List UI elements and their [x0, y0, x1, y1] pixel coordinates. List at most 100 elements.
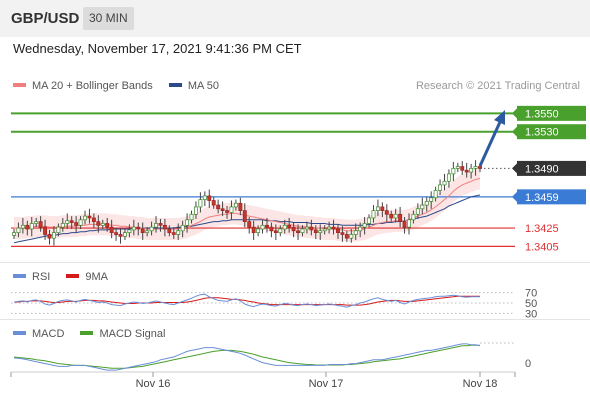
ma9-swatch	[66, 274, 80, 279]
candle-body	[123, 232, 127, 237]
candle	[233, 199, 238, 211]
candle-body	[202, 195, 207, 200]
candle-body	[16, 227, 21, 233]
rsi-swatch	[13, 274, 26, 279]
candle-body	[344, 234, 349, 239]
candle	[358, 222, 363, 238]
candle	[38, 216, 43, 232]
candle-body	[145, 230, 150, 233]
candle-body	[229, 206, 234, 213]
candle-body	[158, 223, 163, 226]
candle-body	[65, 220, 70, 224]
candle-body	[96, 221, 101, 226]
candle-body	[402, 221, 407, 228]
separator	[0, 262, 590, 263]
rsi-line	[13, 293, 480, 308]
candle	[189, 210, 194, 224]
candle	[415, 203, 420, 219]
candle	[162, 218, 167, 237]
candle-body	[105, 223, 110, 228]
candle-body	[47, 234, 52, 239]
candle	[91, 213, 96, 229]
candle-body	[340, 232, 345, 235]
candle	[442, 173, 447, 191]
candle-body	[251, 226, 256, 233]
candle	[313, 225, 318, 240]
candle-body	[83, 215, 87, 221]
candle	[127, 224, 132, 238]
candle-body	[114, 232, 119, 235]
rsi-level-label: 70	[525, 288, 537, 300]
candle-body	[118, 234, 123, 237]
candle-body	[473, 166, 478, 169]
x-tick-label: Nov 16	[136, 378, 171, 390]
candle-body	[238, 202, 243, 211]
candle-body	[25, 224, 30, 230]
candle-body	[353, 230, 358, 235]
candle-body	[460, 166, 465, 171]
candle	[353, 223, 358, 240]
candle	[336, 224, 340, 240]
candle	[393, 208, 398, 223]
candle	[380, 202, 385, 218]
level-badge-resistance	[517, 105, 586, 121]
level-badge-pointer	[512, 191, 517, 202]
candle-body	[87, 215, 92, 219]
candle	[389, 210, 394, 222]
candle	[340, 226, 345, 242]
candle	[242, 203, 247, 228]
candle-body	[260, 224, 265, 230]
candle	[469, 163, 474, 179]
candle-body	[420, 204, 425, 210]
candle	[451, 161, 456, 182]
candle	[16, 222, 21, 238]
candle-body	[478, 166, 482, 169]
rsi-legend-label: RSI	[32, 271, 51, 283]
level-label-support: 1.3405	[525, 241, 559, 253]
candle-body	[296, 230, 300, 233]
candle	[194, 201, 198, 219]
candle	[473, 160, 478, 176]
date-line: Wednesday, November 17, 2021 9:41:36 PM …	[13, 41, 302, 56]
candle	[309, 219, 314, 236]
candle-body	[109, 226, 114, 233]
candle-body	[131, 226, 136, 231]
candle-body	[291, 226, 296, 232]
candle	[69, 216, 74, 229]
candle-body	[349, 234, 354, 239]
candle-body	[327, 226, 332, 230]
candle	[238, 197, 243, 216]
candle-body	[38, 221, 43, 228]
candle-body	[313, 229, 318, 233]
candle	[429, 191, 434, 209]
candle-body	[375, 206, 380, 211]
candle	[140, 222, 145, 240]
candle	[87, 208, 92, 224]
candle	[78, 216, 83, 229]
candle-body	[194, 206, 198, 215]
ma50-legend-label: MA 50	[187, 80, 220, 92]
candle-body	[225, 210, 229, 213]
level-label-last-price: 1.3490	[525, 163, 559, 175]
candle-body	[380, 206, 385, 211]
forecast-arrowhead	[494, 110, 505, 125]
candle	[260, 219, 265, 234]
candle-body	[358, 226, 363, 232]
level-badge-last-price	[517, 160, 586, 176]
candle-body	[318, 230, 323, 233]
candle	[12, 228, 16, 240]
candle	[291, 222, 296, 238]
candle	[158, 218, 163, 232]
candle	[398, 206, 403, 228]
candle	[105, 217, 110, 232]
candle-body	[322, 228, 327, 232]
candle-body	[34, 221, 39, 224]
timeframe-badge[interactable]: 30 MIN	[83, 7, 134, 30]
separator	[0, 319, 590, 320]
candle	[185, 213, 190, 233]
candle	[371, 205, 376, 223]
candle-body	[451, 168, 456, 175]
candle-body	[127, 229, 132, 233]
candle-body	[154, 223, 158, 228]
level-badge-resistance	[517, 124, 586, 140]
